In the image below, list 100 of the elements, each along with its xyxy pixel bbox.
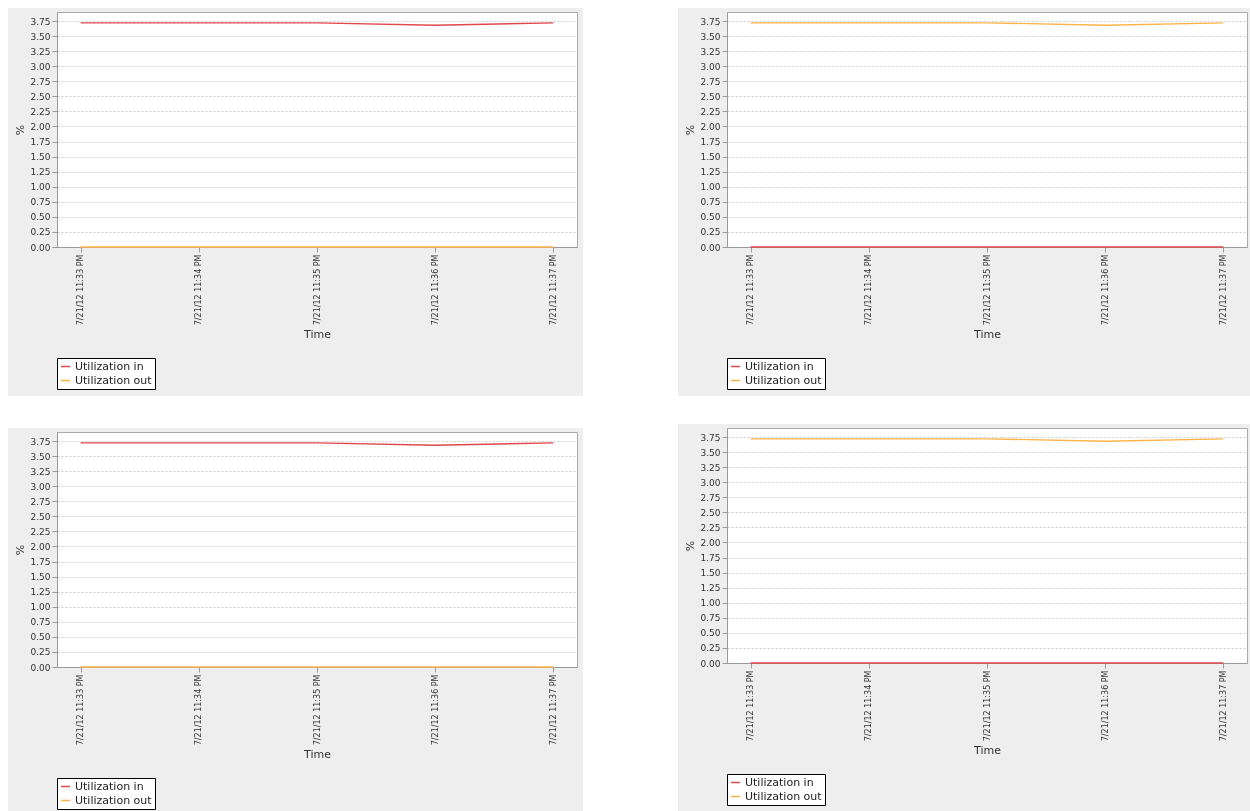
x-tick-label: 7/21/12 11:36 PM <box>430 254 440 326</box>
x-tick-label: 7/21/12 11:36 PM <box>430 674 440 746</box>
legend-label: Utilization out <box>745 373 823 387</box>
y-tick-label: 2.00 <box>700 537 721 548</box>
y-tick-label: 0.00 <box>30 662 51 673</box>
y-tick-label: 0.00 <box>700 242 721 253</box>
y-tick-label: 2.25 <box>700 522 721 533</box>
y-tick-label: 0.50 <box>30 632 51 643</box>
x-tick-label: 7/21/12 11:37 PM <box>1218 670 1228 742</box>
legend-label: Utilization in <box>745 775 814 789</box>
y-tick-label: 2.50 <box>30 91 51 102</box>
y-tick-label: 1.25 <box>30 167 51 178</box>
y-tick-label: 1.00 <box>700 182 721 193</box>
y-tick-label: 0.00 <box>30 242 51 253</box>
legend-label: Utilization in <box>745 359 814 373</box>
x-axis-title: Time <box>973 744 1002 758</box>
legend-label: Utilization in <box>75 359 144 373</box>
y-tick-label: 1.75 <box>700 553 721 564</box>
y-tick-label: 1.00 <box>30 602 51 613</box>
x-axis-title: Time <box>973 328 1002 342</box>
x-axis-title: Time <box>303 328 332 342</box>
y-tick-label: 2.50 <box>700 91 721 102</box>
x-tick-label: 7/21/12 11:35 PM <box>982 254 992 326</box>
x-tick-label: 7/21/12 11:35 PM <box>312 674 322 746</box>
y-tick-label: 3.25 <box>700 462 721 473</box>
x-tick-label: 7/21/12 11:35 PM <box>982 670 992 742</box>
x-tick-label: 7/21/12 11:33 PM <box>76 254 86 326</box>
y-axis-title: % <box>684 124 698 136</box>
legend-label: Utilization out <box>75 793 153 807</box>
y-tick-label: 2.25 <box>700 106 721 117</box>
y-tick-label: 1.25 <box>700 583 721 594</box>
x-axis-title: Time <box>303 748 332 762</box>
y-tick-label: 3.75 <box>30 16 51 27</box>
x-tick-label: 7/21/12 11:34 PM <box>194 674 204 746</box>
y-tick-label: 2.25 <box>30 526 51 537</box>
y-tick-label: 3.75 <box>700 16 721 27</box>
y-tick-label: 3.50 <box>30 31 51 42</box>
y-tick-label: 3.75 <box>700 432 721 443</box>
y-tick-label: 0.50 <box>30 212 51 223</box>
y-tick-label: 1.50 <box>30 572 51 583</box>
x-tick-label: 7/21/12 11:37 PM <box>1218 254 1228 326</box>
x-tick-label: 7/21/12 11:35 PM <box>312 254 322 326</box>
legend-label: Utilization in <box>75 779 144 793</box>
y-tick-label: 3.25 <box>30 46 51 57</box>
legend-label: Utilization out <box>75 373 153 387</box>
y-tick-label: 1.50 <box>30 152 51 163</box>
y-tick-label: 1.25 <box>700 167 721 178</box>
y-tick-label: 3.50 <box>700 31 721 42</box>
y-tick-label: 2.00 <box>30 541 51 552</box>
y-tick-label: 3.25 <box>30 466 51 477</box>
legend-label: Utilization out <box>745 789 823 803</box>
y-tick-label: 3.00 <box>30 481 51 492</box>
y-tick-label: 2.50 <box>700 507 721 518</box>
y-tick-label: 2.00 <box>700 121 721 132</box>
y-tick-label: 2.25 <box>30 106 51 117</box>
x-tick-label: 7/21/12 11:33 PM <box>746 254 756 326</box>
y-tick-label: 0.00 <box>700 658 721 669</box>
y-tick-label: 3.50 <box>700 447 721 458</box>
y-tick-label: 0.75 <box>700 613 721 624</box>
x-tick-label: 7/21/12 11:36 PM <box>1100 254 1110 326</box>
y-tick-label: 2.75 <box>700 76 721 87</box>
y-tick-label: 2.75 <box>30 496 51 507</box>
y-tick-label: 1.75 <box>30 137 51 148</box>
y-tick-label: 2.00 <box>30 121 51 132</box>
x-tick-label: 7/21/12 11:34 PM <box>864 670 874 742</box>
y-tick-label: 3.75 <box>30 436 51 447</box>
y-tick-label: 0.75 <box>700 197 721 208</box>
y-tick-label: 3.00 <box>700 61 721 72</box>
x-tick-label: 7/21/12 11:36 PM <box>1100 670 1110 742</box>
y-tick-label: 3.25 <box>700 46 721 57</box>
y-tick-label: 1.75 <box>700 137 721 148</box>
y-tick-label: 1.25 <box>30 587 51 598</box>
y-axis-title: % <box>14 124 28 136</box>
y-tick-label: 1.75 <box>30 557 51 568</box>
y-tick-label: 0.25 <box>30 647 51 658</box>
y-axis-title: % <box>14 544 28 556</box>
y-tick-label: 1.50 <box>700 568 721 579</box>
y-tick-label: 0.50 <box>700 628 721 639</box>
x-tick-label: 7/21/12 11:33 PM <box>746 670 756 742</box>
x-tick-label: 7/21/12 11:33 PM <box>76 674 86 746</box>
y-tick-label: 1.00 <box>700 598 721 609</box>
y-tick-label: 1.50 <box>700 152 721 163</box>
y-tick-label: 3.50 <box>30 451 51 462</box>
y-tick-label: 2.50 <box>30 511 51 522</box>
y-tick-label: 0.25 <box>700 643 721 654</box>
y-tick-label: 2.75 <box>700 492 721 503</box>
y-tick-label: 0.75 <box>30 617 51 628</box>
y-tick-label: 0.50 <box>700 212 721 223</box>
x-tick-label: 7/21/12 11:34 PM <box>864 254 874 326</box>
y-tick-label: 0.75 <box>30 197 51 208</box>
y-tick-label: 0.25 <box>30 227 51 238</box>
y-axis-title: % <box>684 540 698 552</box>
x-tick-label: 7/21/12 11:37 PM <box>548 254 558 326</box>
y-tick-label: 2.75 <box>30 76 51 87</box>
y-tick-label: 0.25 <box>700 227 721 238</box>
x-tick-label: 7/21/12 11:37 PM <box>548 674 558 746</box>
y-tick-label: 1.00 <box>30 182 51 193</box>
y-tick-label: 3.00 <box>30 61 51 72</box>
y-tick-label: 3.00 <box>700 477 721 488</box>
x-tick-label: 7/21/12 11:34 PM <box>194 254 204 326</box>
